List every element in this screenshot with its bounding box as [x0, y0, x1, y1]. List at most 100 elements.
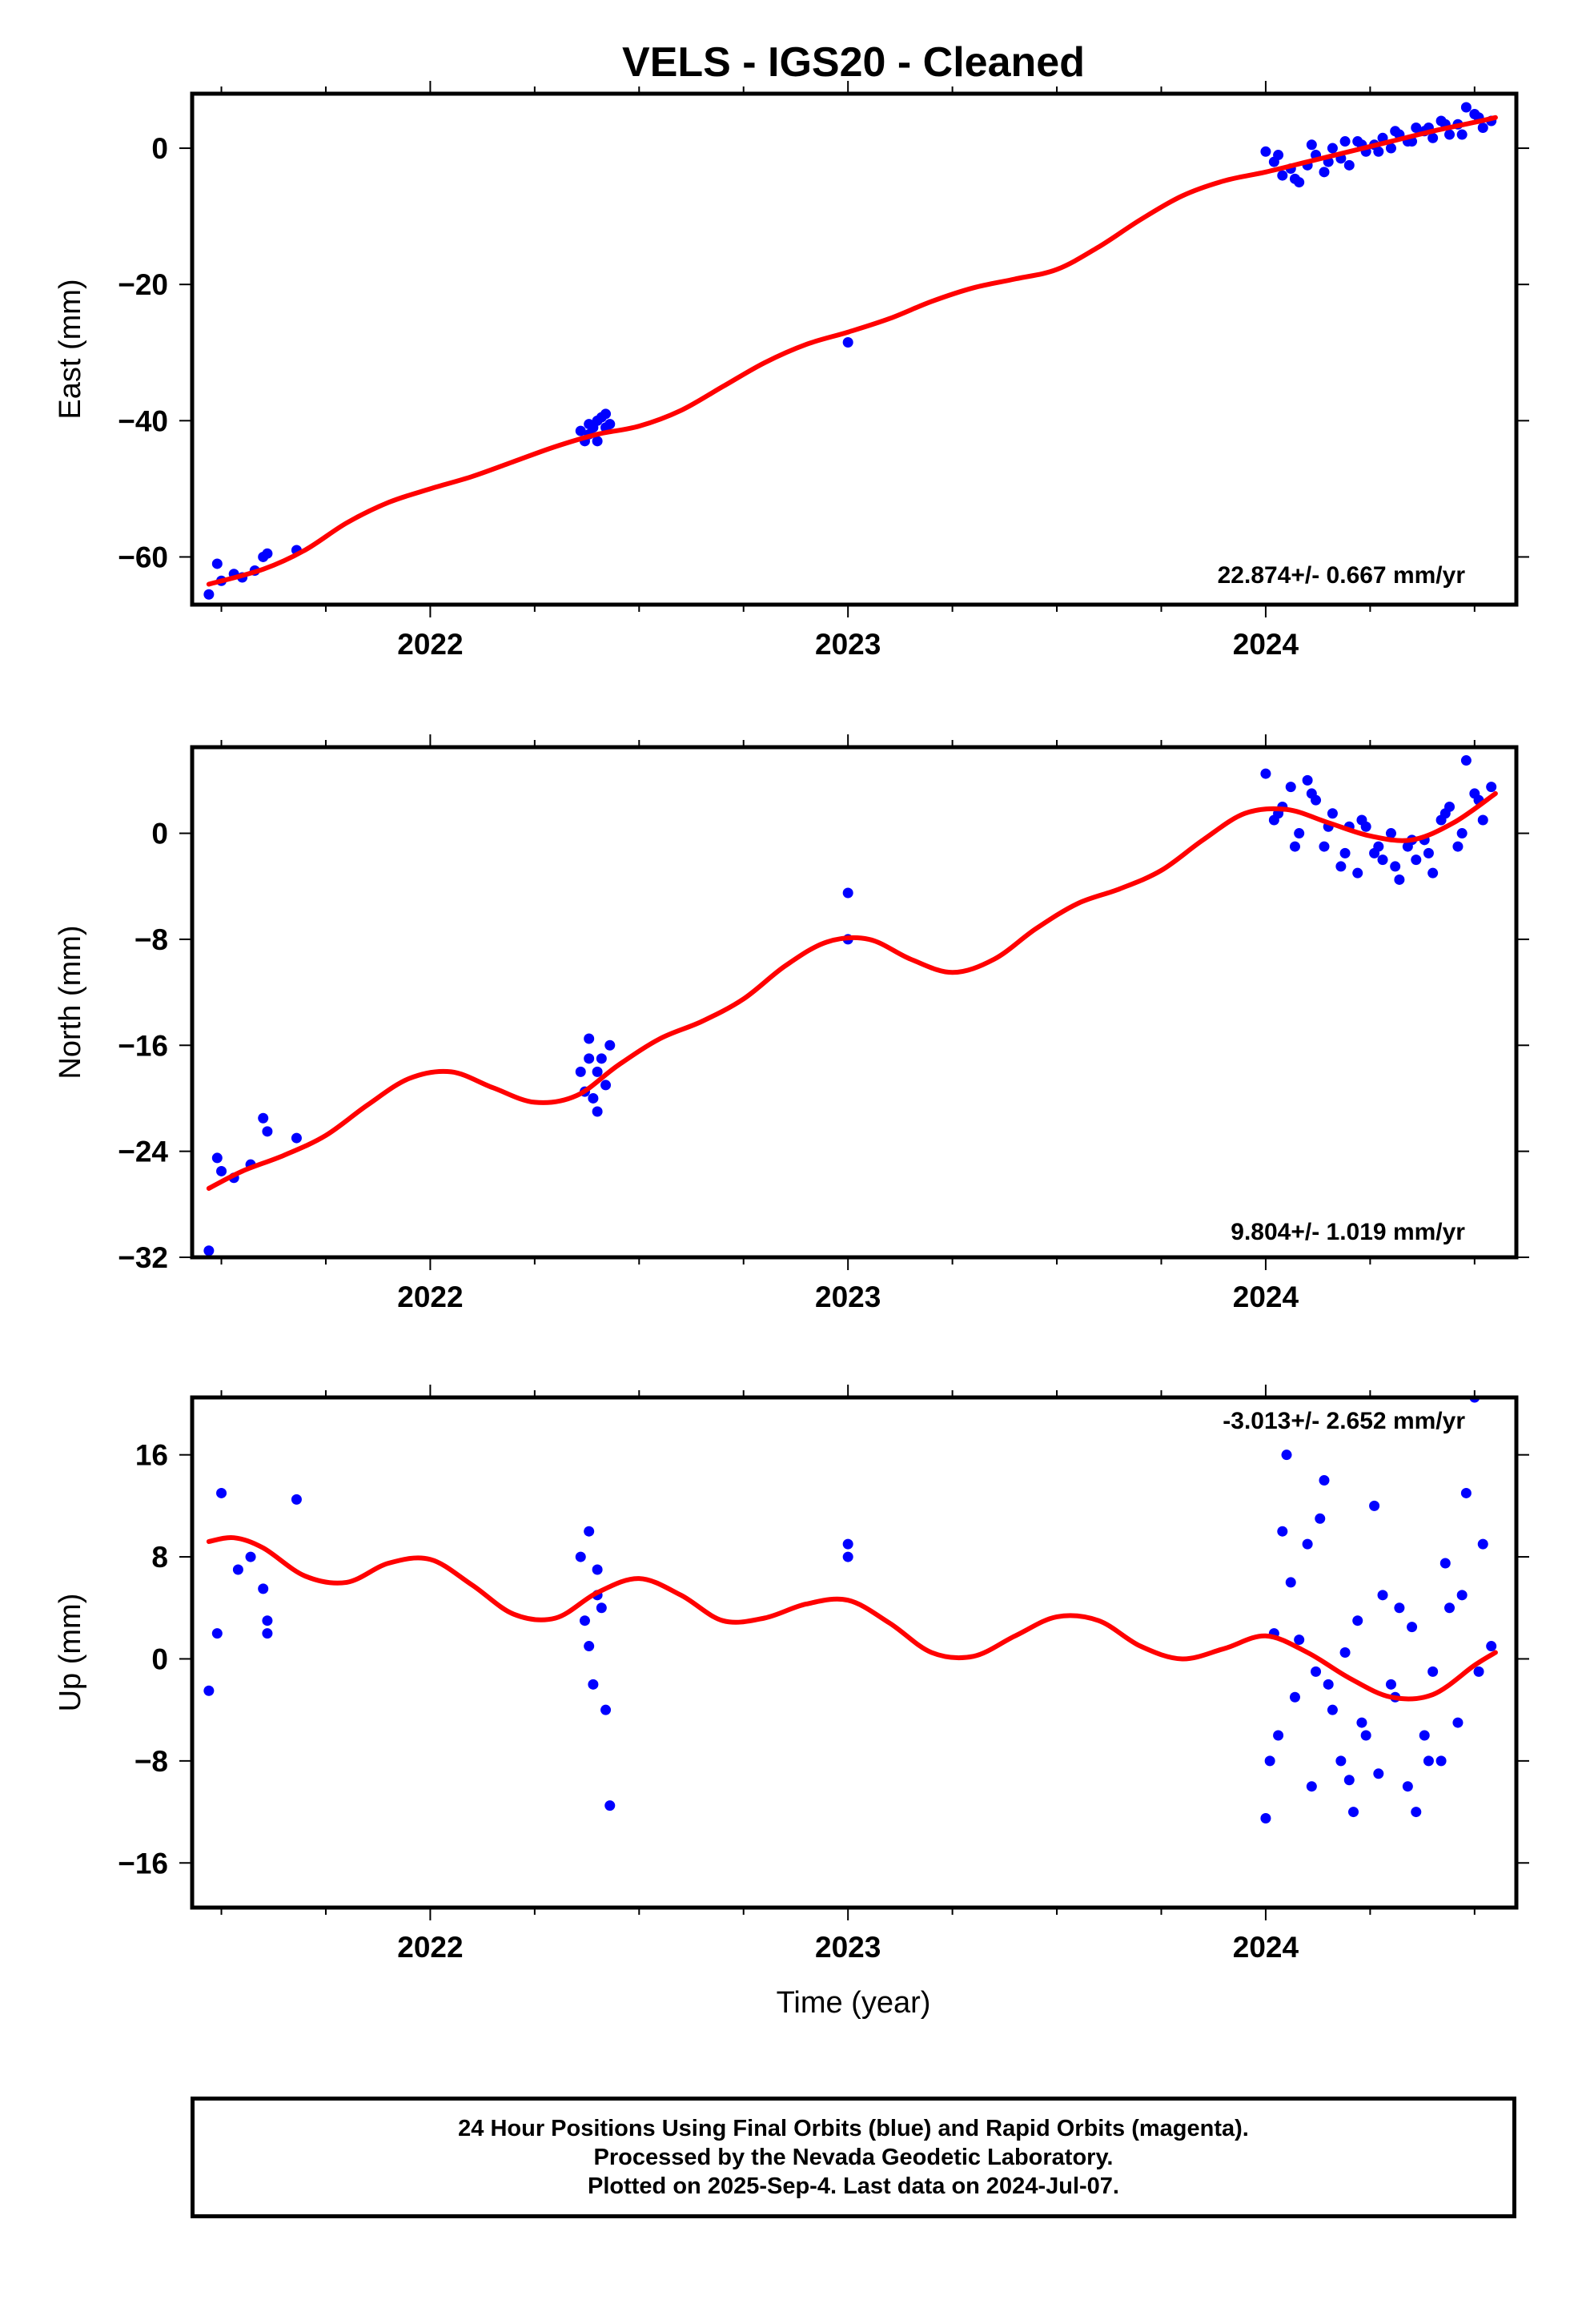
data-point [1319, 1475, 1330, 1486]
data-point [1277, 170, 1288, 181]
data-point [1390, 126, 1401, 137]
data-point [1260, 1813, 1271, 1824]
north-rate-text: 9.804+/- 1.019 mm/yr [1231, 1219, 1465, 1245]
data-point [1439, 808, 1451, 819]
east-rate-text: 22.874+/- 0.667 mm/yr [1218, 562, 1466, 589]
data-point [842, 887, 853, 899]
data-point [575, 1066, 586, 1077]
data-point [584, 1033, 595, 1044]
footer-line-3: Plotted on 2025-Sep-4. Last data on 2024… [588, 2173, 1119, 2199]
data-point [1369, 1500, 1380, 1511]
data-point [604, 419, 616, 430]
data-point [1427, 867, 1439, 879]
footer-line-2: Processed by the Nevada Geodetic Laborat… [593, 2145, 1114, 2170]
data-point [1289, 173, 1300, 184]
footer-box: 24 Hour Positions Using Final Orbits (bl… [191, 2097, 1516, 2218]
data-point [203, 1685, 215, 1696]
data-point [1452, 1717, 1464, 1728]
data-point [592, 1564, 603, 1575]
y-tick-label: −60 [118, 541, 168, 573]
data-point [1373, 1768, 1384, 1779]
data-point [211, 558, 223, 569]
east-fit-line [206, 115, 1498, 587]
data-point [600, 1080, 612, 1091]
data-point [588, 1092, 599, 1104]
data-point [1260, 146, 1271, 157]
y-tick-label: −24 [118, 1136, 168, 1168]
data-point [1343, 159, 1355, 171]
data-point [1402, 1781, 1413, 1792]
data-point [1315, 1513, 1326, 1524]
east-plot-area [203, 102, 1498, 600]
data-point [1294, 828, 1305, 839]
x-tick-label: 2024 [1233, 1931, 1299, 1964]
up-frame [190, 1395, 1519, 1910]
data-point [1419, 1730, 1430, 1741]
data-point [1477, 123, 1488, 134]
up-rate-text: -3.013+/- 2.652 mm/yr [1223, 1408, 1465, 1434]
data-point [575, 1551, 586, 1562]
data-point [203, 589, 215, 600]
data-point [1373, 146, 1384, 157]
data-point [1339, 136, 1351, 147]
data-point [1460, 755, 1472, 766]
data-point [1385, 828, 1396, 839]
data-point [1385, 1679, 1396, 1690]
data-point [1352, 1615, 1363, 1626]
data-point [1356, 1717, 1367, 1728]
data-point [1273, 150, 1284, 161]
data-point [1356, 814, 1367, 826]
data-point [258, 1112, 269, 1124]
north-frame [190, 745, 1519, 1260]
chart-title: VELS - IGS20 - Cleaned [622, 39, 1085, 86]
data-point [1277, 1526, 1288, 1537]
data-point [1264, 1755, 1275, 1767]
x-tick-label: 2022 [397, 1931, 463, 1964]
panels: 2022 2023 2024 −60 −40 −20 0 East (mm) 22.874+/-… [54, 81, 1529, 1964]
data-point [1435, 1755, 1447, 1767]
y-tick-label: 0 [151, 818, 168, 850]
data-point [1319, 841, 1330, 852]
y-tick-label: −40 [118, 404, 168, 437]
data-point [1456, 129, 1468, 140]
y-tick-label: 8 [151, 1541, 168, 1574]
data-point [1473, 1666, 1484, 1677]
data-point [604, 1800, 616, 1811]
data-point [1281, 1449, 1292, 1461]
data-point [1411, 854, 1422, 866]
data-point [842, 1551, 853, 1562]
data-point [1323, 1679, 1334, 1690]
data-point [1486, 1641, 1497, 1652]
data-point [575, 425, 586, 436]
east-axis-label: East (mm) [54, 279, 87, 419]
data-point [211, 1628, 223, 1639]
data-point [1407, 1622, 1418, 1633]
north-panel: 2022 2023 2024 −32 −24 −16 −8 0 North (mm) 9.804+… [54, 734, 1529, 1313]
data-point [1319, 167, 1330, 178]
data-point [262, 548, 273, 559]
data-point [1306, 139, 1317, 151]
y-tick-label: −16 [118, 1029, 168, 1062]
data-point [584, 1641, 595, 1652]
data-point [1273, 1730, 1284, 1741]
data-point [1294, 1634, 1305, 1646]
x-tick-label: 2023 [815, 1931, 881, 1964]
north-fit-line [206, 790, 1498, 1191]
data-point [216, 1487, 227, 1498]
data-point [1427, 132, 1439, 143]
data-point [1390, 861, 1401, 872]
footer-line-1: 24 Hour Positions Using Final Orbits (bl… [458, 2116, 1249, 2141]
data-point [1456, 828, 1468, 839]
data-point [579, 1615, 590, 1626]
data-point [258, 1583, 269, 1594]
east-frame [190, 91, 1519, 607]
data-point [842, 336, 853, 348]
data-point [1311, 1666, 1322, 1677]
data-point [1373, 841, 1384, 852]
data-point [1348, 1807, 1359, 1818]
data-point [596, 1602, 607, 1614]
data-point [600, 1704, 612, 1715]
x-tick-label: 2023 [815, 1281, 881, 1313]
east-panel: 2022 2023 2024 −60 −40 −20 0 East (mm) 22.874+/-… [54, 81, 1529, 661]
